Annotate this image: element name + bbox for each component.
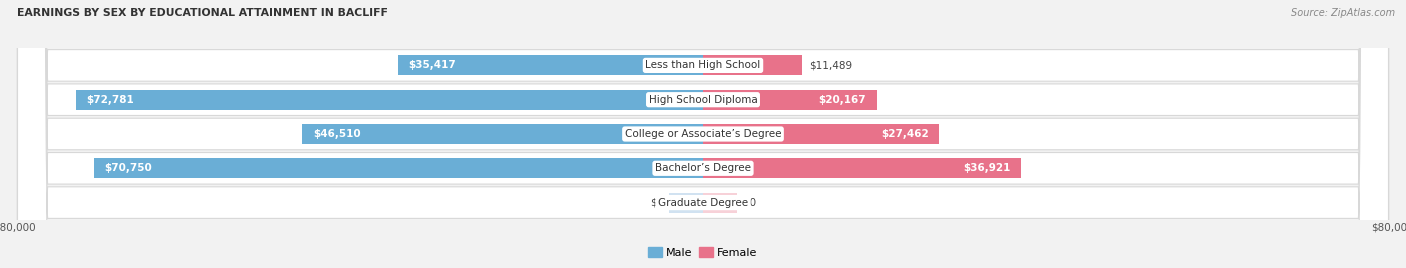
Legend: Male, Female: Male, Female xyxy=(644,243,762,262)
Bar xyxy=(703,90,877,110)
FancyBboxPatch shape xyxy=(17,0,1389,268)
FancyBboxPatch shape xyxy=(17,0,1389,268)
Text: $72,781: $72,781 xyxy=(87,95,135,105)
Text: High School Diploma: High School Diploma xyxy=(648,95,758,105)
Text: $70,750: $70,750 xyxy=(104,163,152,173)
Text: $35,417: $35,417 xyxy=(408,60,456,70)
Bar xyxy=(703,158,1021,178)
Text: Less than High School: Less than High School xyxy=(645,60,761,70)
Text: $27,462: $27,462 xyxy=(882,129,929,139)
FancyBboxPatch shape xyxy=(17,0,1389,268)
Bar xyxy=(703,55,801,75)
Text: Source: ZipAtlas.com: Source: ZipAtlas.com xyxy=(1291,8,1395,18)
Text: College or Associate’s Degree: College or Associate’s Degree xyxy=(624,129,782,139)
Text: Graduate Degree: Graduate Degree xyxy=(658,198,748,208)
Text: $46,510: $46,510 xyxy=(312,129,360,139)
Text: $0: $0 xyxy=(650,198,664,208)
FancyBboxPatch shape xyxy=(17,0,1389,268)
Text: $36,921: $36,921 xyxy=(963,163,1011,173)
Text: $0: $0 xyxy=(742,198,756,208)
FancyBboxPatch shape xyxy=(17,0,1389,268)
Bar xyxy=(302,124,703,144)
Text: EARNINGS BY SEX BY EDUCATIONAL ATTAINMENT IN BACLIFF: EARNINGS BY SEX BY EDUCATIONAL ATTAINMEN… xyxy=(17,8,388,18)
Bar xyxy=(94,158,703,178)
Bar xyxy=(669,193,703,213)
Text: $20,167: $20,167 xyxy=(818,95,866,105)
Text: Bachelor’s Degree: Bachelor’s Degree xyxy=(655,163,751,173)
Bar xyxy=(76,90,703,110)
Bar xyxy=(703,124,939,144)
Text: $11,489: $11,489 xyxy=(808,60,852,70)
Bar xyxy=(398,55,703,75)
Bar xyxy=(703,193,738,213)
